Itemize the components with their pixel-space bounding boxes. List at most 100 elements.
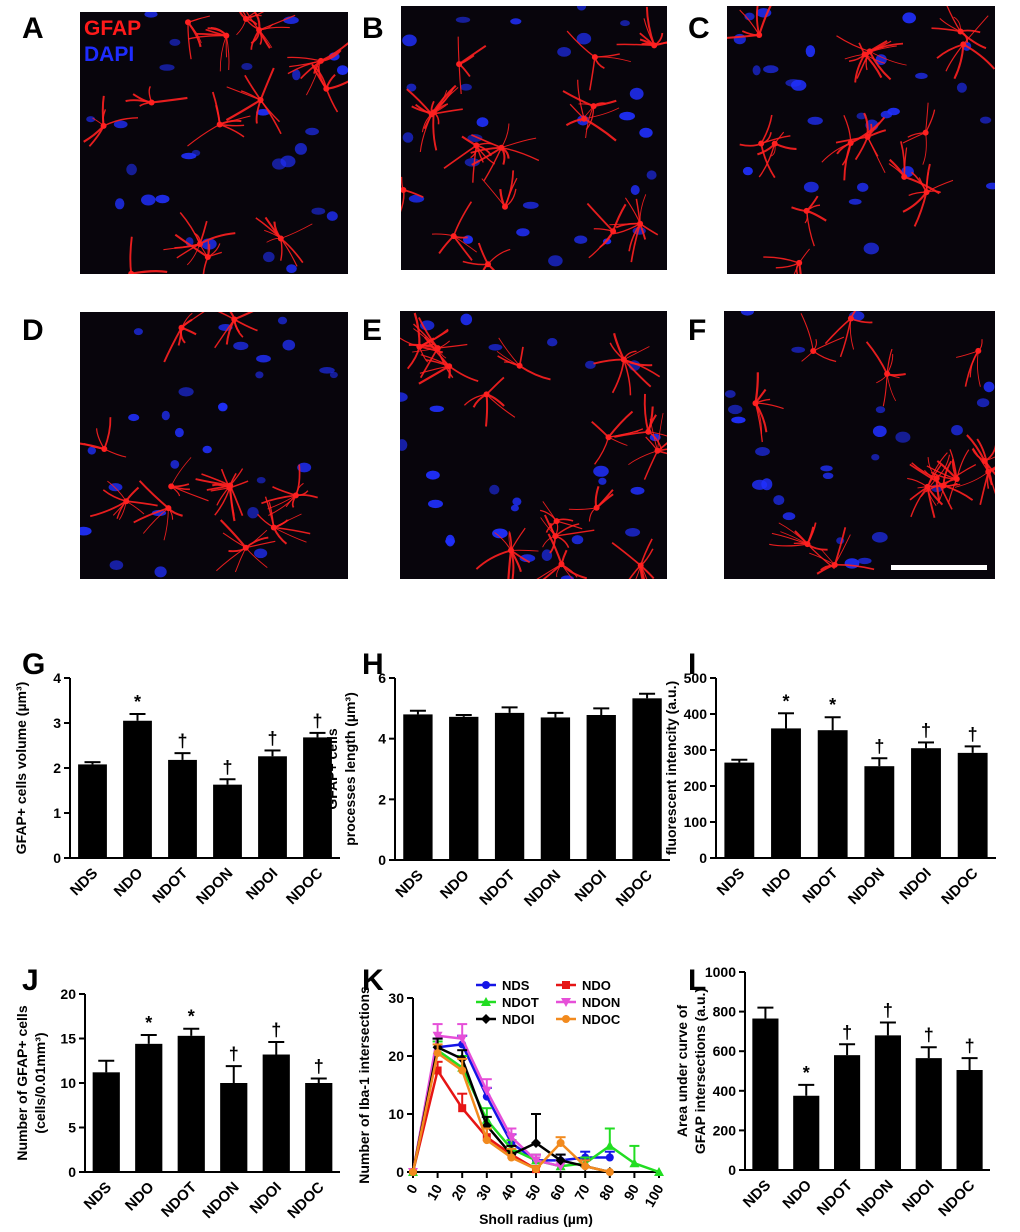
astrocyte-process bbox=[645, 6, 656, 46]
nucleus-mark bbox=[619, 111, 635, 121]
nucleus-mark bbox=[880, 110, 893, 119]
astrocyte-process bbox=[943, 464, 977, 487]
astrocyte-body bbox=[864, 133, 871, 140]
astrocyte-body bbox=[257, 97, 264, 103]
x-tick-label: NDON bbox=[845, 865, 888, 908]
astrocyte-mark bbox=[902, 102, 936, 165]
panel-letter-c: C bbox=[688, 12, 710, 45]
nucleus-mark bbox=[305, 127, 319, 136]
astrocyte-body bbox=[590, 103, 597, 110]
panel-letter-f: F bbox=[688, 314, 707, 347]
nucleus-mark bbox=[256, 109, 270, 116]
data-point bbox=[457, 1034, 468, 1044]
nucleus-mark bbox=[639, 127, 653, 138]
astrocyte-mark bbox=[909, 460, 977, 505]
astrocyte-body bbox=[450, 233, 457, 240]
nucleus-mark bbox=[752, 65, 761, 76]
nucleus-mark bbox=[728, 404, 743, 415]
astrocyte-body bbox=[197, 241, 203, 247]
bar-ndot bbox=[834, 1055, 861, 1170]
data-point bbox=[561, 998, 571, 1007]
astrocyte-mark bbox=[562, 90, 617, 139]
astrocyte-body bbox=[456, 61, 463, 68]
nucleus-mark bbox=[241, 63, 253, 70]
astrocyte-mark bbox=[821, 114, 881, 181]
astrocyte-body bbox=[957, 28, 964, 35]
x-tick-label: NDO bbox=[759, 865, 795, 901]
nucleus-mark bbox=[337, 65, 348, 75]
astrocyte-mark bbox=[769, 522, 835, 570]
data-point bbox=[555, 1155, 566, 1166]
x-tick-label: 40 bbox=[497, 1181, 519, 1203]
nucleus-mark bbox=[255, 371, 264, 379]
bar-ndoi bbox=[586, 715, 616, 860]
panel-letter-i: I bbox=[688, 648, 696, 681]
nucleus-mark bbox=[576, 32, 592, 45]
astrocyte-process bbox=[306, 60, 322, 96]
astrocyte-process bbox=[245, 540, 276, 549]
astrocyte-process bbox=[138, 480, 170, 509]
series-ndoc bbox=[409, 1043, 614, 1176]
astrocyte-mark bbox=[188, 27, 230, 72]
bar-ndo bbox=[449, 716, 479, 860]
astrocyte-process bbox=[443, 144, 477, 169]
nucleus-mark bbox=[956, 82, 967, 93]
x-tick-label: NDOI bbox=[243, 865, 282, 904]
y-tick-label: 0 bbox=[728, 1162, 736, 1178]
nucleus-mark bbox=[128, 413, 140, 422]
astrocyte-mark bbox=[163, 312, 205, 363]
panel-letter-g: G bbox=[22, 648, 45, 681]
astrocyte-process bbox=[628, 450, 658, 466]
x-tick-label: NDS bbox=[392, 867, 426, 901]
y-tick-label: 20 bbox=[60, 986, 76, 1002]
astrocyte-process bbox=[583, 117, 617, 142]
astrocyte-body bbox=[581, 115, 588, 122]
data-point bbox=[433, 1049, 442, 1058]
astrocyte-body bbox=[654, 447, 661, 454]
data-point bbox=[481, 1086, 492, 1096]
data-point bbox=[654, 1167, 664, 1176]
data-point bbox=[506, 1133, 517, 1143]
nucleus-mark bbox=[464, 158, 480, 167]
astrocyte-body bbox=[483, 391, 490, 398]
astrocyte-body bbox=[323, 85, 330, 92]
data-point bbox=[532, 1165, 540, 1174]
astrocyte-mark bbox=[614, 393, 667, 450]
astrocyte-mark bbox=[739, 114, 791, 179]
nucleus-mark bbox=[277, 316, 288, 325]
nucleus-mark bbox=[807, 116, 823, 125]
astrocyte-process bbox=[935, 477, 953, 510]
astrocyte-process bbox=[261, 494, 296, 505]
astrocyte-process bbox=[498, 337, 520, 367]
nucleus-mark bbox=[402, 34, 417, 47]
astrocyte-process bbox=[639, 565, 645, 579]
bar-ndoi bbox=[911, 748, 941, 858]
series-line bbox=[411, 1067, 537, 1173]
astrocyte-process bbox=[448, 365, 479, 382]
significance-mark: † bbox=[271, 1020, 281, 1040]
astrocyte-process bbox=[657, 450, 667, 455]
astrocyte-body bbox=[831, 561, 838, 568]
x-tick-label: NDOI bbox=[572, 867, 611, 906]
astrocyte-process bbox=[755, 6, 761, 36]
x-tick-label: NDS bbox=[81, 1179, 115, 1213]
nucleus-mark bbox=[170, 460, 180, 469]
nucleus-mark bbox=[233, 341, 249, 351]
nucleus-mark bbox=[326, 211, 338, 221]
astrocyte-process bbox=[758, 143, 776, 178]
astrocyte-mark bbox=[255, 216, 313, 267]
chart-i: I 0 100 200 300 400 500 GFAP+ cells mean fluores… bbox=[645, 648, 996, 908]
y-tick-label: 0 bbox=[396, 1164, 404, 1180]
panel-letter-d: D bbox=[22, 314, 44, 347]
astrocyte-body bbox=[922, 129, 929, 136]
astrocyte-process bbox=[657, 413, 664, 451]
astrocyte-mark bbox=[418, 336, 479, 385]
bar-nds bbox=[78, 764, 107, 858]
astrocyte-body bbox=[645, 428, 652, 435]
micrograph-drawing bbox=[724, 311, 995, 575]
legend-label-ndot: NDOT bbox=[502, 995, 539, 1010]
significance-mark: † bbox=[842, 1022, 852, 1042]
nucleus-mark bbox=[311, 207, 326, 215]
astrocyte-process bbox=[623, 358, 652, 388]
nucleus-mark bbox=[782, 512, 796, 521]
